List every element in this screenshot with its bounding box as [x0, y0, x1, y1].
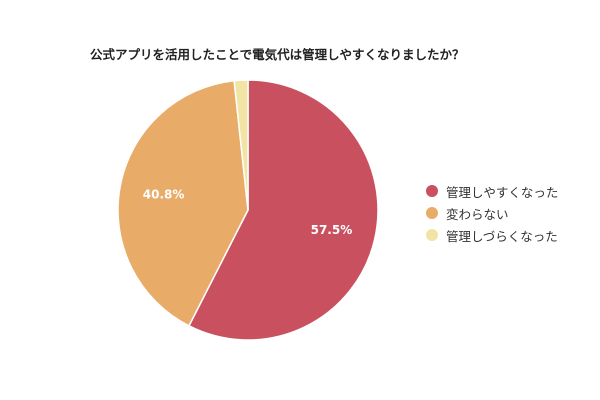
chart-legend: 管理しやすくなった 変わらない管理しづらくなった: [426, 180, 558, 246]
pie-slice-2: [117, 79, 249, 327]
legend-label: 管理しやすくなった: [446, 184, 559, 200]
legend-item-1: 管理しやすくなった: [426, 180, 558, 202]
legend-swatch: [426, 207, 438, 219]
data-label-2: 40.8%: [143, 187, 185, 201]
legend-label: 変わらない: [446, 206, 509, 222]
pie-slice-3: [233, 79, 249, 211]
legend-item-3: 管理しづらくなった: [426, 224, 558, 246]
pie-slice-1: [187, 79, 379, 341]
legend-swatch: [426, 229, 438, 241]
legend-item-2: 変わらない: [426, 202, 558, 224]
legend-swatch: [426, 185, 438, 197]
chart-title: 公式アプリを活用したことで電気代は管理しやすくなりましたか？: [90, 47, 465, 62]
data-label-1: 57.5%: [311, 223, 353, 237]
legend-label: 管理しづらくなった: [446, 228, 558, 244]
